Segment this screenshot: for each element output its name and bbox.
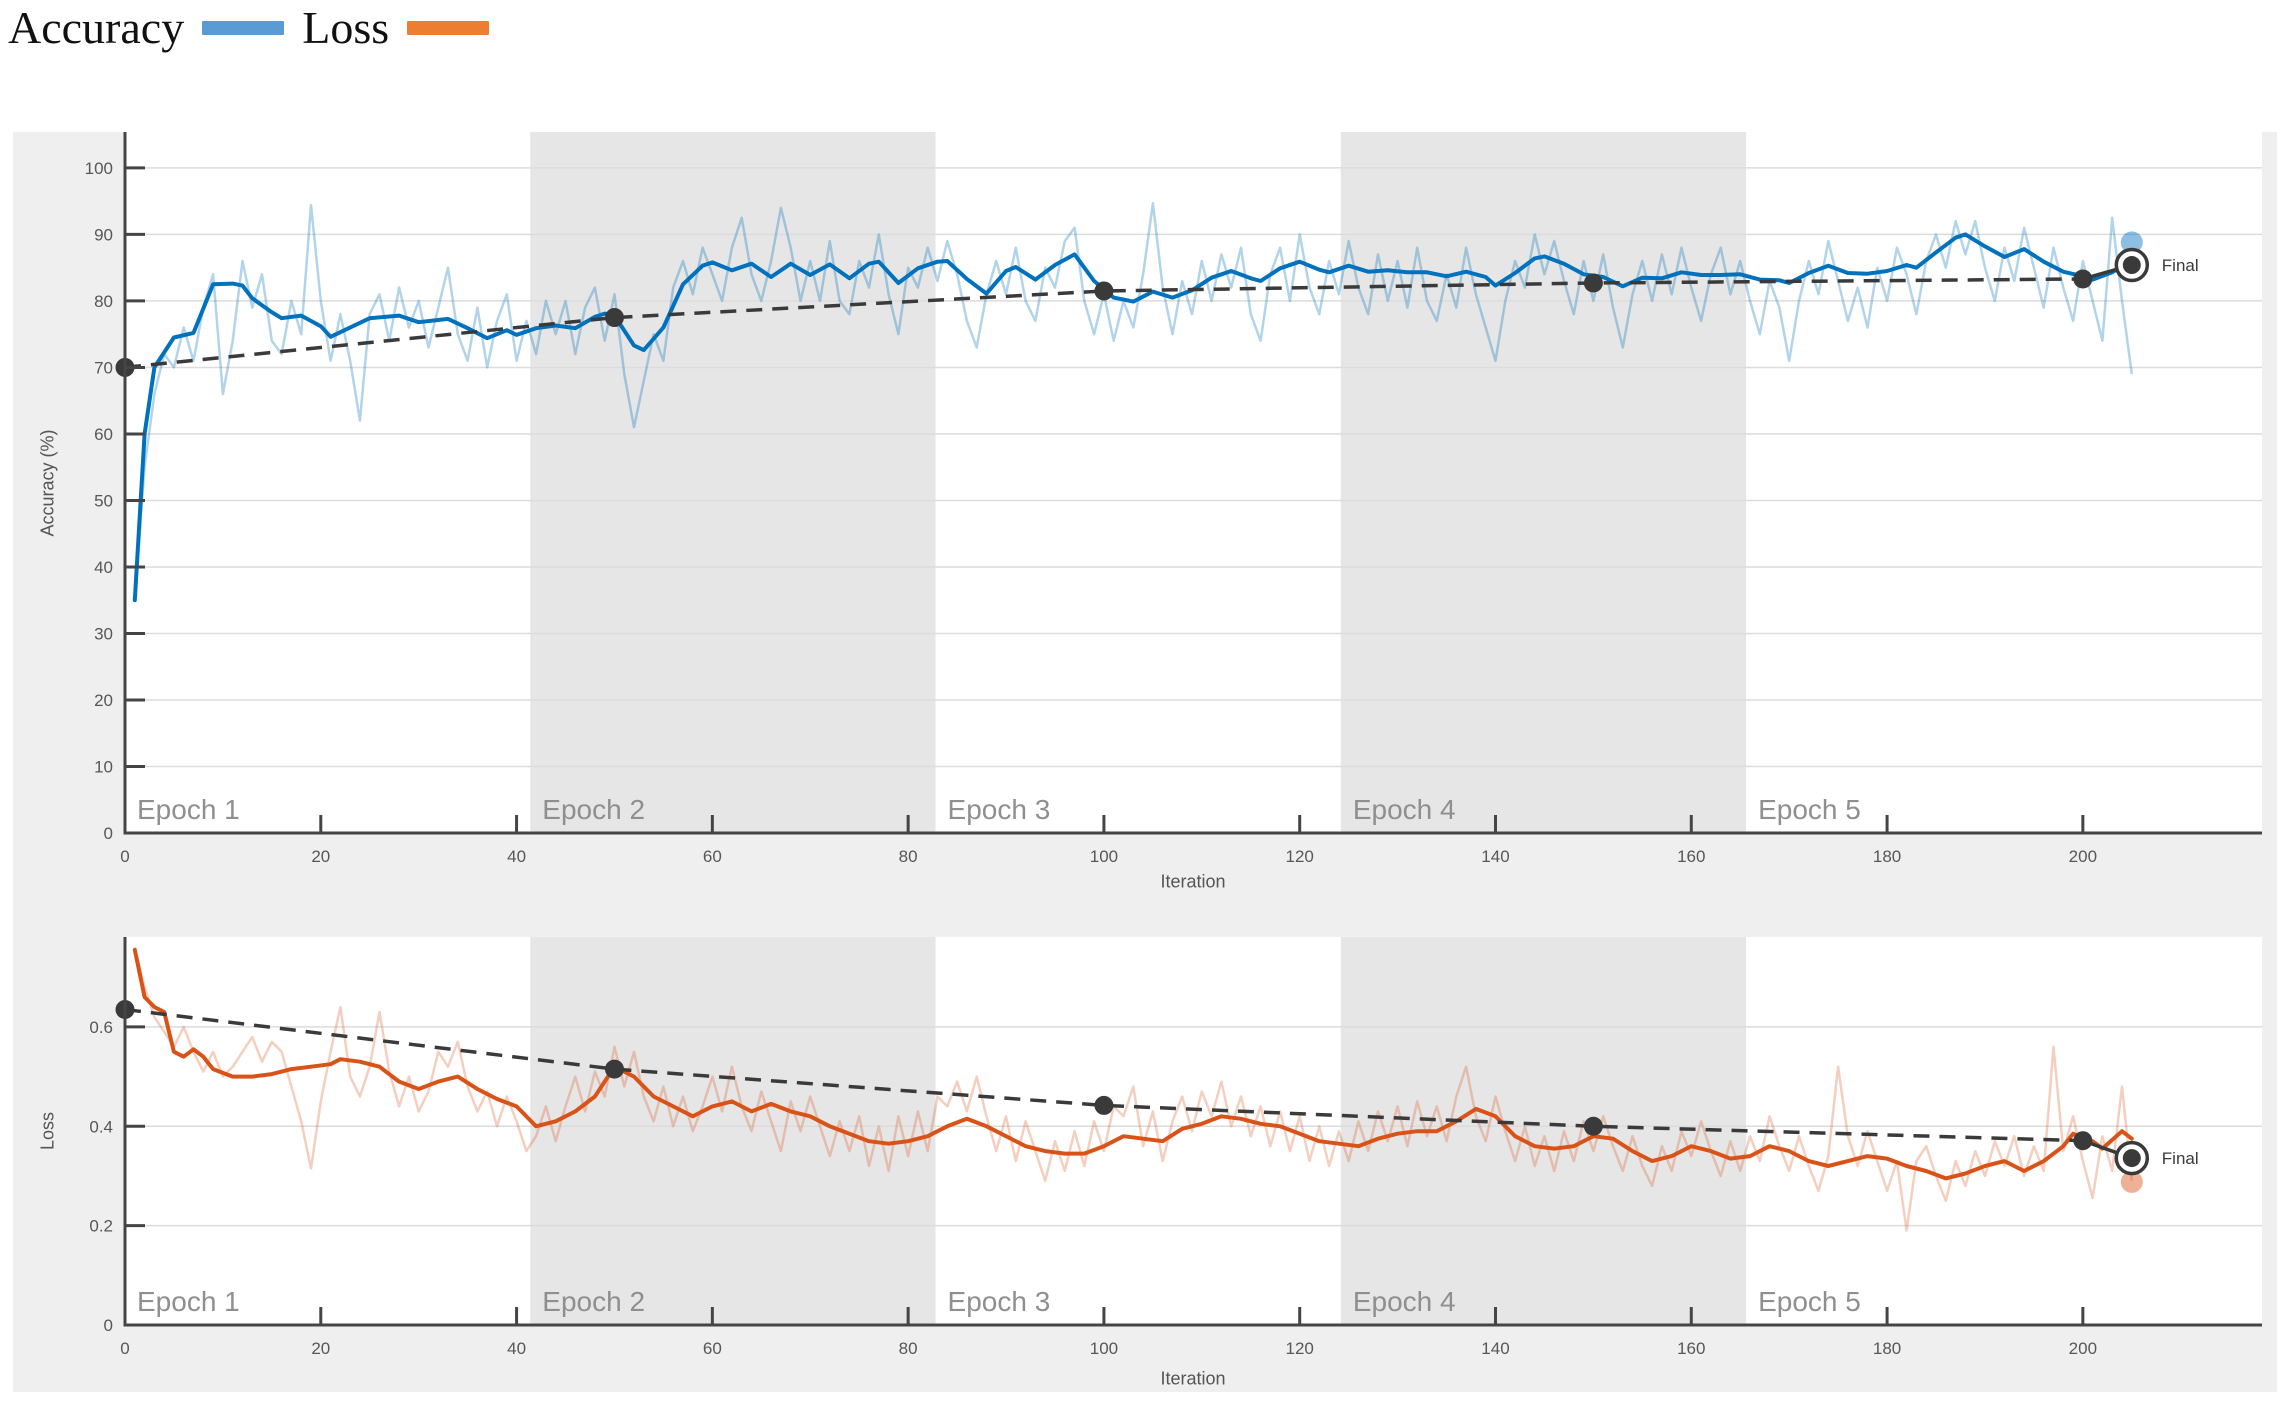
loss-training-smoothed-line	[132, 947, 2134, 1181]
y-tick-label: 70	[94, 358, 113, 377]
y-tick-label: 60	[94, 425, 113, 444]
x-tick-label: 120	[1286, 1339, 1314, 1358]
epoch-label: Epoch 2	[542, 1286, 645, 1317]
x-tick-label: 180	[1873, 1339, 1901, 1358]
x-tick-label: 140	[1481, 1339, 1509, 1358]
legend-swatch-accuracy	[202, 21, 285, 35]
accuracy-plot-area	[125, 132, 2262, 833]
x-tick-label: 40	[507, 1339, 526, 1358]
legend-label: Accuracy	[8, 2, 185, 53]
y-tick-label: 0.4	[89, 1117, 113, 1136]
x-tick-label: 160	[1677, 847, 1705, 866]
x-tick-label: 40	[507, 847, 526, 866]
loss-validation-point	[2073, 1131, 2093, 1151]
y-tick-label: 0	[104, 824, 113, 843]
accuracy-validation-point	[2073, 269, 2093, 289]
accuracy-raw-final-marker	[2120, 231, 2143, 254]
y-tick-label: 0.6	[89, 1018, 113, 1037]
accuracy-plot: Epoch 1 Epoch 2 Epoch 3 Epoch 4 Epoch 5 Final…	[85, 132, 2262, 866]
legend: Accuracy Loss	[8, 0, 490, 56]
x-tick-label: 180	[1873, 847, 1901, 866]
x-tick-label: 20	[311, 847, 330, 866]
accuracy-x-axis-label: Iteration	[1160, 871, 1226, 892]
x-tick-label: 200	[2069, 847, 2097, 866]
epoch-label: Epoch 3	[948, 1286, 1051, 1317]
x-tick-label: 20	[311, 1339, 330, 1358]
x-tick-label: 100	[1090, 847, 1118, 866]
accuracy-final-marker	[2122, 256, 2141, 275]
accuracy-validation-point	[604, 308, 624, 328]
loss-raw-final-marker	[2120, 1170, 2143, 1193]
legend-label: Loss	[302, 2, 390, 53]
x-tick-label: 60	[703, 1339, 722, 1358]
x-tick-label: 0	[120, 1339, 129, 1358]
loss-validation-point	[604, 1059, 624, 1079]
y-tick-label: 40	[94, 558, 113, 577]
loss-plot-area	[125, 937, 2262, 1325]
legend-item-loss: Loss	[302, 0, 490, 56]
epoch-label: Epoch 1	[137, 794, 240, 825]
epoch-label: Epoch 4	[1353, 1286, 1456, 1317]
loss-y-axis-label: Loss	[37, 1111, 58, 1151]
accuracy-validation-point	[1094, 281, 1114, 301]
epoch-band-4	[1340, 132, 1747, 833]
x-tick-label: 140	[1481, 847, 1509, 866]
accuracy-validation-point	[1583, 273, 1603, 293]
x-tick-label: 80	[899, 1339, 918, 1358]
epoch-label: Epoch 5	[1758, 1286, 1861, 1317]
epoch-band-4	[1340, 937, 1747, 1325]
epoch-label: Epoch 3	[948, 794, 1051, 825]
loss-plot: Epoch 1 Epoch 2 Epoch 3 Epoch 4 Epoch 5 Final…	[89, 937, 2262, 1358]
loss-validation-point	[1583, 1116, 1603, 1136]
x-tick-label: 200	[2069, 1339, 2097, 1358]
epoch-label: Epoch 1	[137, 1286, 240, 1317]
y-tick-label: 20	[94, 691, 113, 710]
x-tick-label: 80	[899, 847, 918, 866]
y-tick-label: 80	[94, 292, 113, 311]
y-tick-label: 0.2	[89, 1217, 113, 1236]
accuracy-y-axis-label: Accuracy (%)	[37, 429, 58, 537]
x-tick-label: 60	[703, 847, 722, 866]
loss-x-axis-label: Iteration	[1160, 1368, 1226, 1389]
x-tick-label: 100	[1090, 1339, 1118, 1358]
loss-validation-point	[1094, 1095, 1114, 1115]
legend-item-accuracy: Accuracy	[8, 0, 285, 56]
accuracy-final-label: Final	[2162, 256, 2199, 275]
accuracy-training-smoothed-line	[132, 232, 2134, 603]
legend-swatch-loss	[407, 21, 490, 35]
epoch-label: Epoch 5	[1758, 794, 1861, 825]
epoch-label: Epoch 2	[542, 794, 645, 825]
loss-final-marker	[2122, 1149, 2141, 1168]
x-tick-label: 120	[1286, 847, 1314, 866]
y-tick-label: 90	[94, 225, 113, 244]
loss-final-label: Final	[2162, 1149, 2199, 1168]
y-tick-label: 50	[94, 491, 113, 510]
accuracy-training-raw-line	[133, 201, 2134, 601]
y-tick-label: 0	[104, 1316, 113, 1335]
x-tick-label: 0	[120, 847, 129, 866]
loss-training-raw-line	[133, 947, 2134, 1232]
epoch-band-2	[530, 937, 936, 1325]
epoch-band-2	[530, 132, 936, 833]
y-tick-label: 10	[94, 757, 113, 776]
y-tick-label: 30	[94, 624, 113, 643]
y-tick-label: 100	[85, 159, 113, 178]
epoch-label: Epoch 4	[1353, 794, 1456, 825]
x-tick-label: 160	[1677, 1339, 1705, 1358]
